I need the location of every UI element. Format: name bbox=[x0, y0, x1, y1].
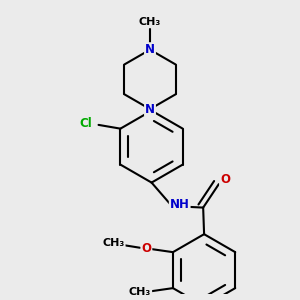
Text: N: N bbox=[145, 103, 155, 116]
Text: NH: NH bbox=[170, 198, 190, 211]
Text: CH₃: CH₃ bbox=[102, 238, 125, 248]
Text: O: O bbox=[141, 242, 152, 255]
Text: CH₃: CH₃ bbox=[139, 16, 161, 26]
Text: N: N bbox=[145, 43, 155, 56]
Text: Cl: Cl bbox=[80, 117, 92, 130]
Text: CH₃: CH₃ bbox=[129, 287, 151, 297]
Text: O: O bbox=[220, 173, 230, 186]
